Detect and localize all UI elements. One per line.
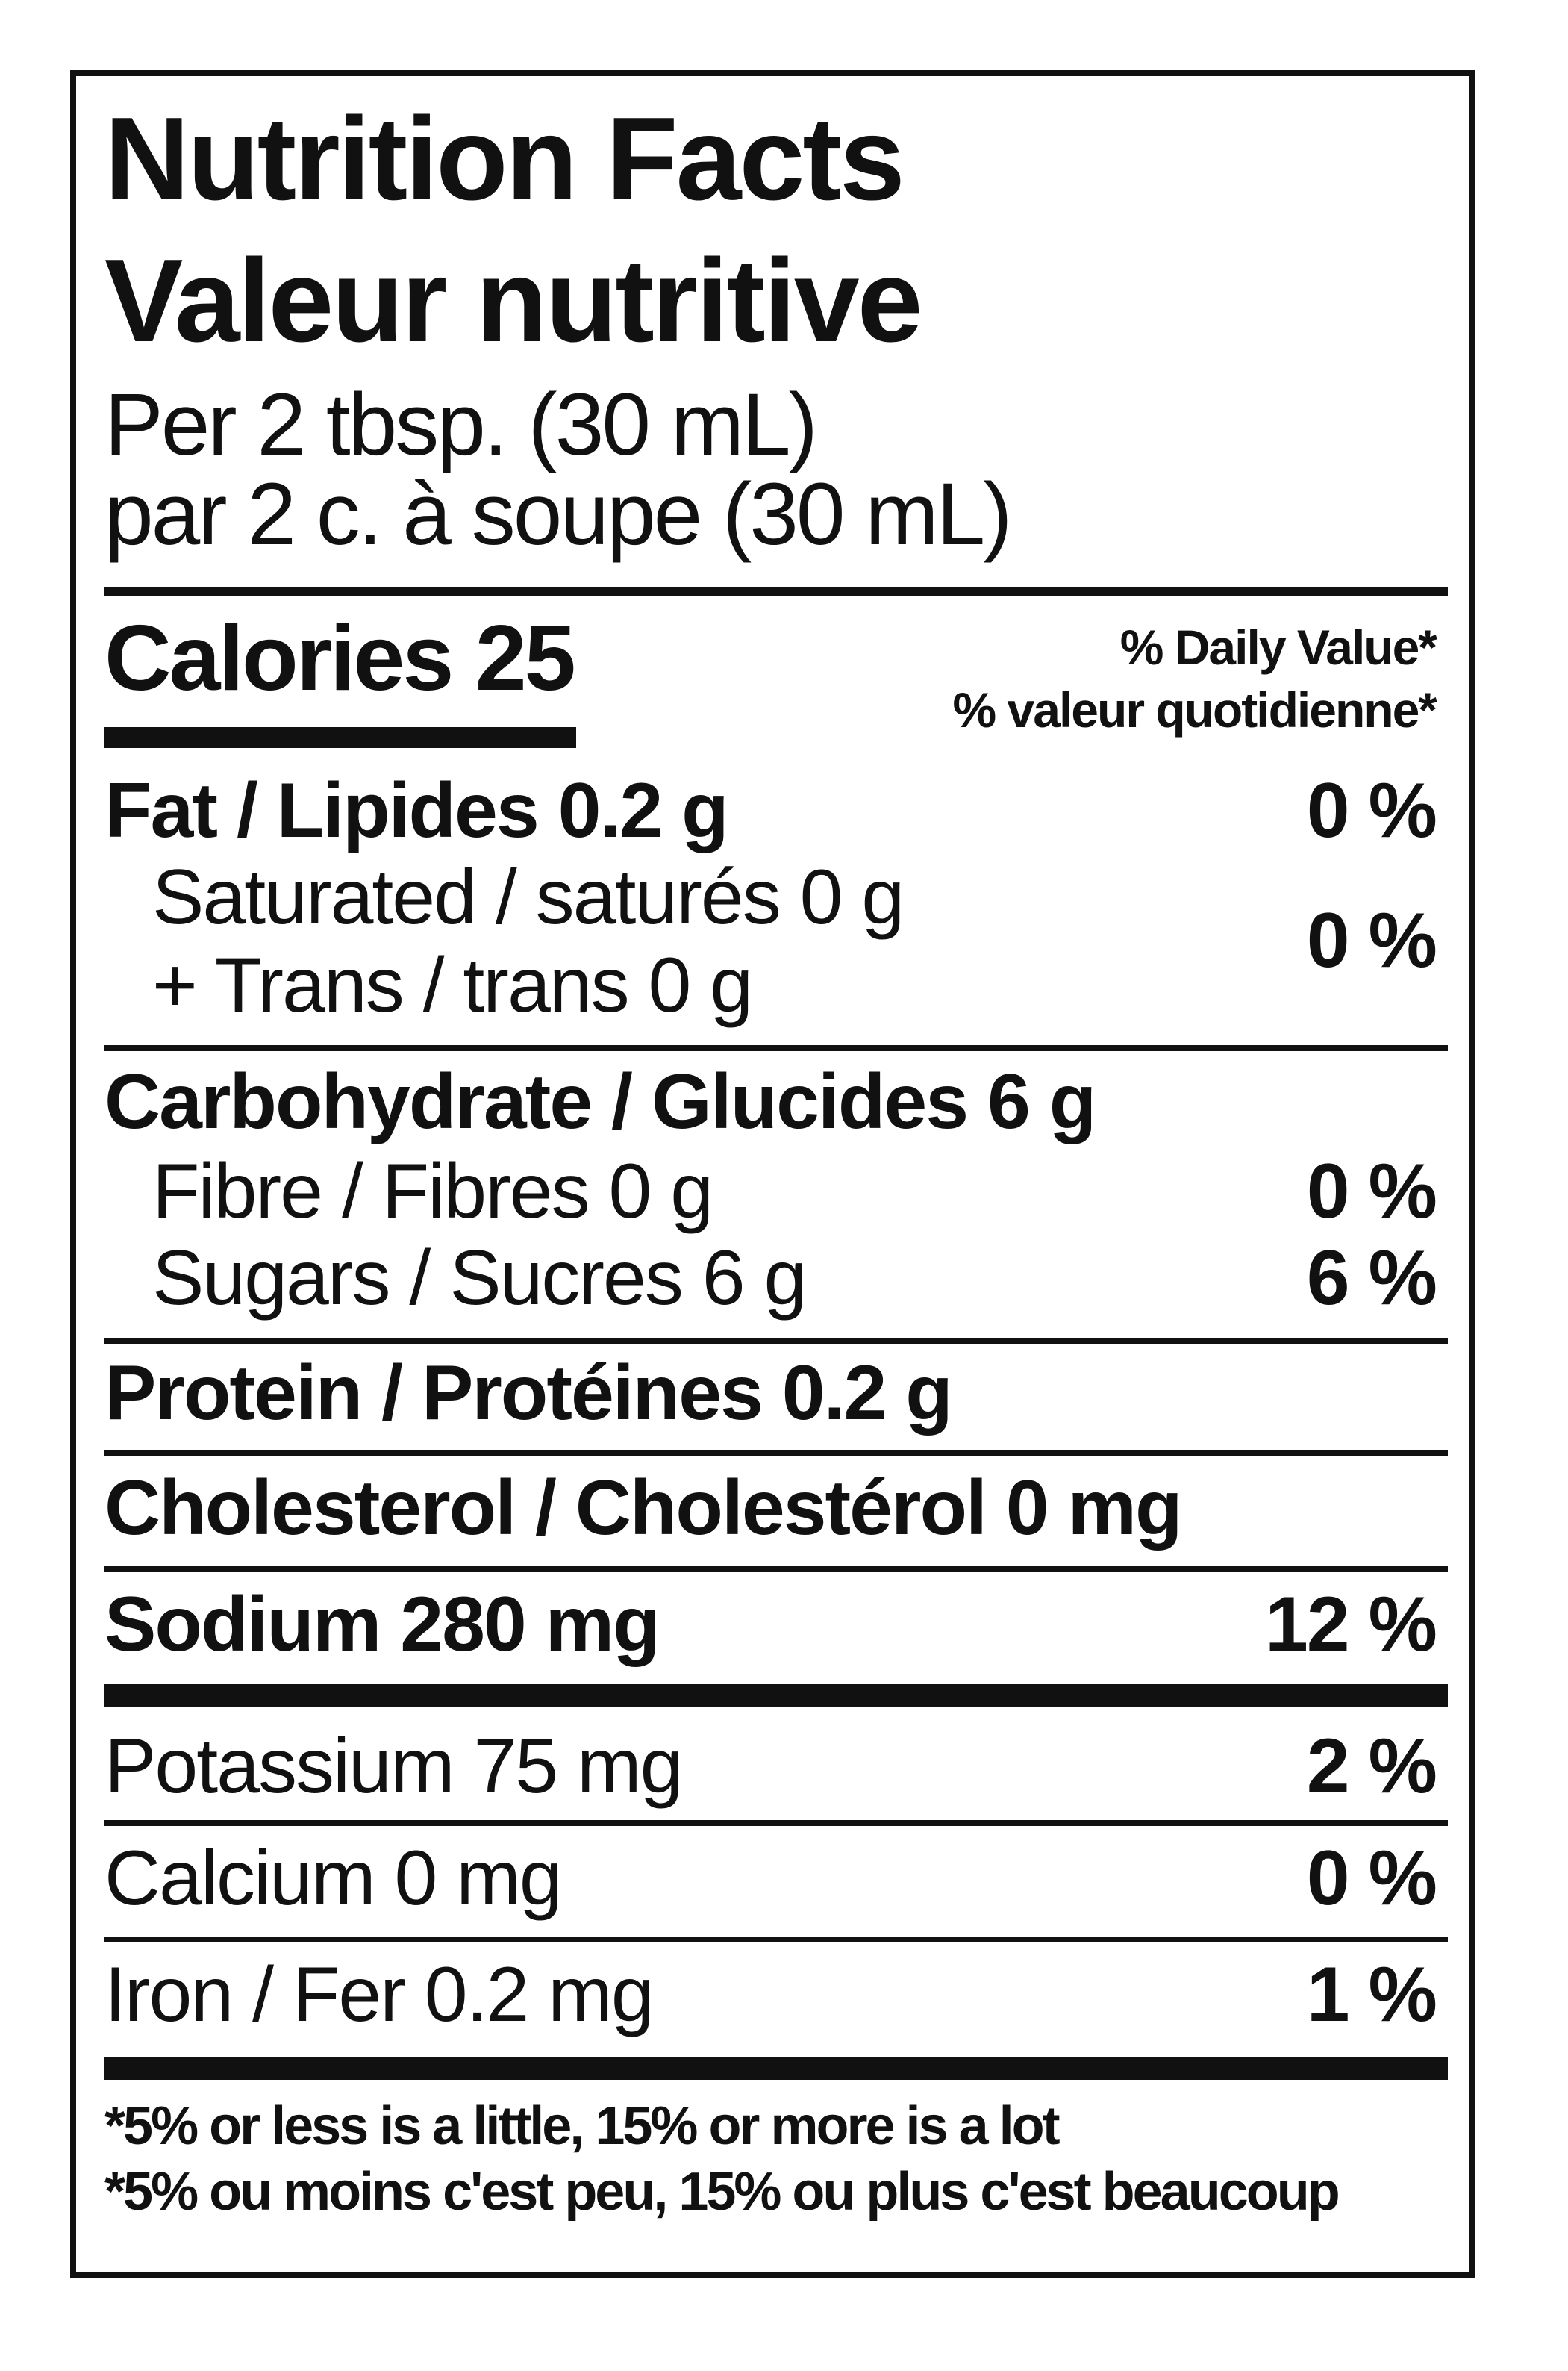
nutrient-label: Saturated / saturés <box>152 854 781 941</box>
divider <box>104 1338 1448 1344</box>
divider <box>104 1820 1448 1826</box>
nutrient-label: Cholesterol / Cholestérol <box>104 1465 987 1551</box>
nutrient-label: Fibre / Fibres <box>152 1148 590 1235</box>
sugars-daily-value: 6 % <box>1306 1235 1437 1321</box>
calories-line: Calories 25 <box>104 612 576 705</box>
title-english: Nutrition Facts <box>104 93 905 225</box>
nutrient-label: Sodium <box>104 1581 381 1668</box>
nutrient-label: Calcium <box>104 1835 376 1922</box>
potassium-daily-value: 2 % <box>1306 1723 1437 1810</box>
nutrient-row-saturated: Saturated / saturés 0 g <box>152 859 905 936</box>
nutrient-amount: 0 g <box>648 942 754 1029</box>
nutrient-row-sugars: Sugars / Sucres 6 g <box>152 1239 807 1317</box>
divider <box>104 587 1448 596</box>
serving-size-english: Per 2 tbsp. (30 mL) <box>104 376 818 474</box>
nutrient-amount: 0.2 g <box>781 1350 953 1436</box>
nutrient-label: + Trans / trans <box>152 942 630 1029</box>
nutrient-amount: 0.2 g <box>557 767 729 854</box>
divider <box>104 1937 1448 1942</box>
nutrient-row-fibre: Fibre / Fibres 0 g <box>152 1153 713 1230</box>
nutrient-amount: 0 g <box>799 854 905 941</box>
footnote-french: *5% ou moins c'est peu, 15% ou plus c'es… <box>104 2162 1340 2222</box>
divider <box>104 1566 1448 1572</box>
calcium-daily-value: 0 % <box>1306 1835 1437 1922</box>
nutrient-label: Protein / Protéines <box>104 1350 763 1436</box>
nutrient-amount: 6 g <box>702 1235 808 1321</box>
nutrient-label: Carbohydrate / Glucides <box>104 1059 969 1145</box>
nutrient-label: Iron / Fer <box>104 1951 406 2038</box>
saturated-trans-daily-value: 0 % <box>1306 897 1437 984</box>
daily-value-header-french: % valeur quotidienne* <box>952 682 1437 738</box>
daily-value-header-english: % Daily Value* <box>1119 620 1437 675</box>
serving-size-french: par 2 c. à soupe (30 mL) <box>104 465 1013 564</box>
nutrient-row-carbohydrate: Carbohydrate / Glucides 6 g <box>104 1063 1096 1141</box>
iron-daily-value: 1 % <box>1306 1951 1437 2038</box>
nutrient-amount: 0 mg <box>1005 1465 1183 1551</box>
nutrient-row-trans: + Trans / trans 0 g <box>152 947 753 1024</box>
nutrient-amount: 0 g <box>608 1148 713 1235</box>
nutrient-amount: 0.2 mg <box>424 1951 655 2038</box>
thick-divider <box>104 1684 1448 1707</box>
nutrient-row-iron: Iron / Fer 0.2 mg <box>104 1956 655 2034</box>
nutrient-row-cholesterol: Cholesterol / Cholestérol 0 mg <box>104 1469 1183 1547</box>
calories-value: 25 <box>475 607 576 710</box>
divider <box>104 1450 1448 1456</box>
calories-bar <box>104 727 576 748</box>
nutrient-row-sodium: Sodium 280 mg <box>104 1586 660 1663</box>
footnote-english: *5% or less is a little, 15% or more is … <box>104 2096 1061 2156</box>
fibre-daily-value: 0 % <box>1306 1148 1437 1235</box>
nutrient-label: Sugars / Sucres <box>152 1235 684 1321</box>
nutrient-row-fat: Fat / Lipides 0.2 g <box>104 772 729 850</box>
nutrient-amount: 0 mg <box>394 1835 563 1922</box>
nutrient-row-calcium: Calcium 0 mg <box>104 1839 563 1917</box>
nutrient-amount: 280 mg <box>400 1581 660 1668</box>
nutrient-label: Potassium <box>104 1723 455 1810</box>
nutrition-facts-panel <box>70 70 1475 2278</box>
nutrient-row-potassium: Potassium 75 mg <box>104 1727 683 1805</box>
nutrient-label: Fat / Lipides <box>104 767 540 854</box>
sodium-daily-value: 12 % <box>1264 1581 1437 1668</box>
divider <box>104 1045 1448 1051</box>
calories-label: Calories <box>104 607 454 710</box>
title-french: Valeur nutritive <box>104 235 922 367</box>
nutrient-amount: 75 mg <box>473 1723 683 1810</box>
thick-divider <box>104 2057 1448 2080</box>
fat-daily-value: 0 % <box>1306 767 1437 854</box>
nutrient-amount: 6 g <box>987 1059 1096 1145</box>
nutrient-row-protein: Protein / Protéines 0.2 g <box>104 1354 953 1432</box>
